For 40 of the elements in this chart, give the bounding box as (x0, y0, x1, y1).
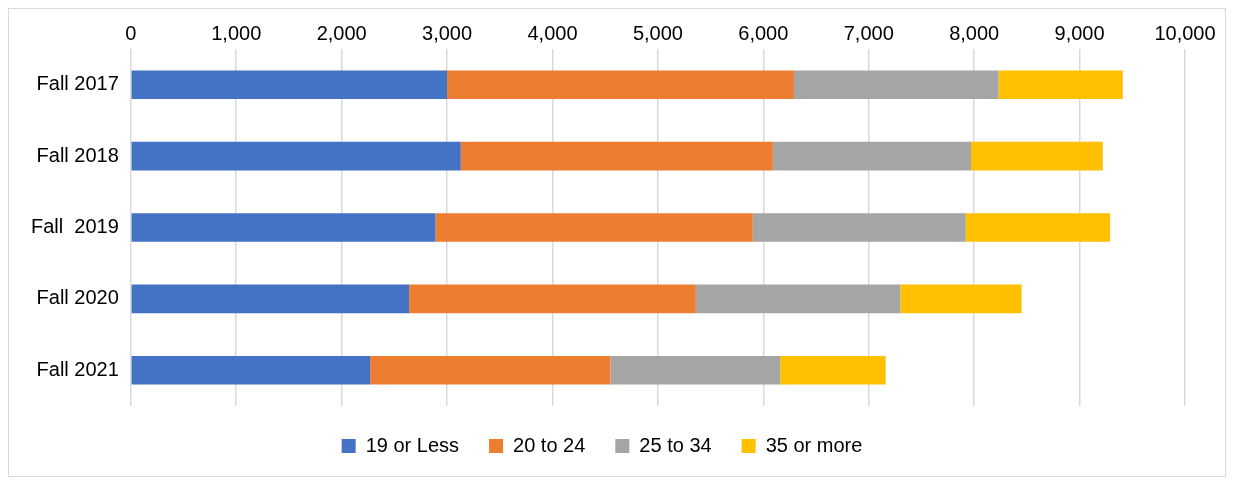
bar (370, 356, 611, 385)
bar (772, 141, 971, 171)
x-tick-label: 9,000 (1054, 21, 1105, 44)
bar (610, 356, 781, 385)
x-tick-label: 10,000 (1154, 21, 1216, 44)
x-tick-label: 3,000 (422, 21, 473, 44)
x-tick-label: 1,000 (211, 21, 262, 44)
bar (131, 70, 448, 99)
legend-label: 19 or Less (365, 433, 460, 456)
x-tick-label: 5,000 (632, 21, 683, 44)
bar (900, 284, 1022, 314)
y-tick-label: Fall 2018 (36, 143, 119, 166)
x-tick-label: 2,000 (316, 21, 367, 44)
bar (780, 356, 886, 385)
x-tick-label: 4,000 (527, 21, 578, 44)
legend-label: 20 to 24 (513, 433, 586, 456)
bar (131, 141, 461, 171)
y-tick-label: Fall 2020 (36, 286, 119, 309)
x-tick-label: 7,000 (843, 21, 894, 44)
bar (131, 356, 371, 385)
y-tick-label: Fall 2017 (36, 72, 119, 95)
legend-label: 35 or more (765, 433, 863, 456)
bar (965, 213, 1111, 242)
bar (695, 284, 901, 314)
bar (409, 284, 696, 314)
bar (447, 70, 794, 99)
x-tick-label: 6,000 (738, 21, 789, 44)
y-tick-label: Fall 2019 (30, 215, 119, 238)
legend-label: 25 to 34 (639, 433, 712, 456)
bar (971, 141, 1103, 171)
x-tick-label: 0 (125, 21, 137, 44)
bar (460, 141, 773, 171)
bar (998, 70, 1123, 99)
bar (793, 70, 999, 99)
x-tick-label: 8,000 (949, 21, 1000, 44)
bar (752, 213, 966, 242)
bar (131, 284, 410, 314)
bar (131, 213, 436, 242)
y-tick-label: Fall 2021 (36, 357, 119, 380)
bar (435, 213, 753, 242)
